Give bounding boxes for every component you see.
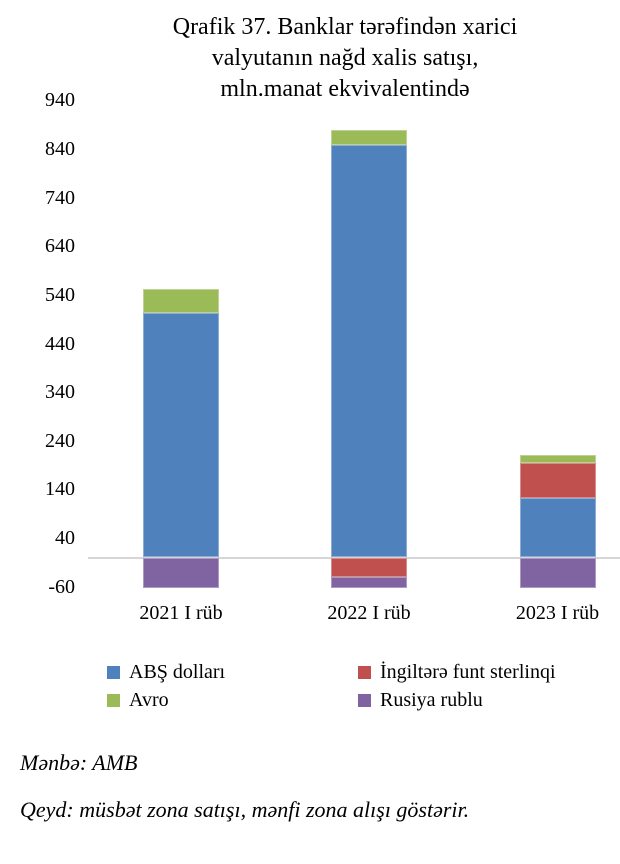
- legend-label: ABŞ dolları: [129, 661, 226, 683]
- legend-label: Rusiya rublu: [380, 689, 483, 711]
- bar-segment: [143, 557, 219, 588]
- bar-segment: [519, 462, 596, 499]
- y-tick-label: 740: [45, 186, 75, 209]
- source-note: Mənbə: AMB: [20, 750, 138, 775]
- bar-segment: [519, 455, 596, 463]
- legend-swatch: [107, 694, 120, 707]
- legend-swatch: [107, 666, 120, 679]
- y-tick-label: 640: [45, 235, 75, 258]
- bar-segment: [331, 557, 407, 578]
- bar-segment: [519, 498, 596, 558]
- legend-item: ABŞ dolları: [107, 661, 358, 684]
- legend-item: İngiltərə funt sterlinqi: [358, 661, 612, 684]
- remark-note: Qeyd: müsbət zona satışı, mənfi zona alı…: [20, 797, 470, 822]
- y-tick-label: 40: [55, 527, 75, 550]
- legend: ABŞ dolları İngiltərə funt sterlinqi Avro R…: [107, 661, 612, 712]
- legend-item: Avro: [107, 689, 358, 712]
- y-tick-label: -60: [48, 575, 75, 598]
- legend-label: Avro: [129, 689, 169, 711]
- chart-title-line1: Qrafik 37. Banklar tərəfindən xarici: [172, 14, 518, 40]
- y-tick-label: 840: [45, 137, 75, 160]
- bar-segment: [331, 577, 407, 588]
- legend-swatch: [358, 694, 371, 707]
- y-tick-label: 340: [45, 381, 75, 404]
- bar-segment: [519, 557, 596, 588]
- bar-segment: [143, 289, 219, 314]
- x-category-label: 2023 I rüb: [515, 602, 600, 624]
- chart-title-line3: mln.manat ekvivalentində: [220, 76, 470, 102]
- chart-title: Qrafik 37. Banklar tərəfindən xarici val…: [70, 12, 620, 105]
- y-tick-label: 240: [45, 429, 75, 452]
- legend-label: İngiltərə funt sterlinqi: [380, 661, 556, 683]
- x-category-label: 2022 I rüb: [327, 602, 411, 624]
- chart-title-line2: valyutanın nağd xalis satışı,: [211, 45, 479, 71]
- x-category-label: 2021 I rüb: [139, 602, 223, 624]
- y-tick-label: 940: [45, 89, 75, 112]
- bar-segment: [331, 144, 407, 558]
- legend-swatch: [358, 666, 371, 679]
- bar-segment: [143, 313, 219, 558]
- legend-item: Rusiya rublu: [358, 689, 612, 712]
- y-tick-label: 440: [45, 332, 75, 355]
- y-tick-label: 540: [45, 283, 75, 306]
- bar-segment: [331, 129, 407, 145]
- y-tick-label: 140: [45, 478, 75, 501]
